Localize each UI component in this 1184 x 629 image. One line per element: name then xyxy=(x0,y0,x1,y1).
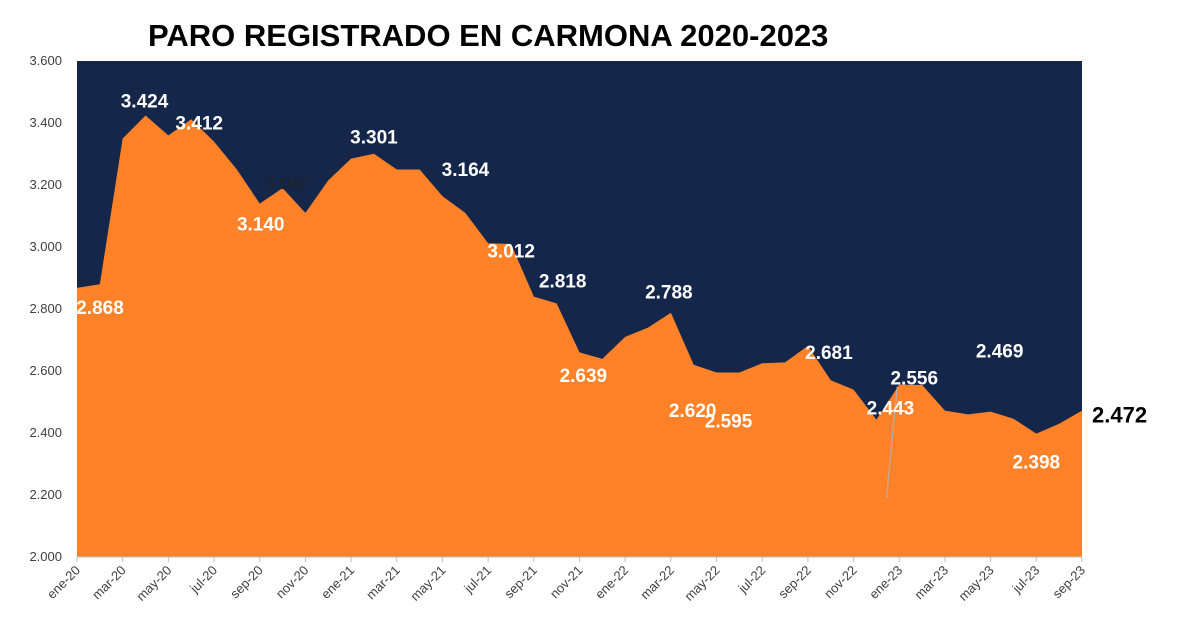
data-label-oct-20: 3.190 xyxy=(266,176,306,193)
data-label-may-21: 3.164 xyxy=(442,160,490,181)
data-label-may-22: 2.595 xyxy=(705,412,753,433)
x-tick-label: mar-23 xyxy=(911,563,951,603)
y-tick-label: 2.000 xyxy=(29,549,62,564)
leader-line xyxy=(885,386,898,499)
data-label-abr-20: 3.424 xyxy=(121,92,169,113)
data-label-ene-20: 2.868 xyxy=(76,298,124,319)
x-tick-label: jul-23 xyxy=(1009,563,1043,597)
x-tick-label: may-20 xyxy=(133,563,174,604)
data-label-sep-22: 2.681 xyxy=(805,343,853,364)
data-label-mar-22: 2.788 xyxy=(645,283,693,304)
y-tick-label: 3.000 xyxy=(29,239,62,254)
data-label-oct-21: 2.818 xyxy=(539,271,587,292)
x-tick-label: sep-20 xyxy=(227,563,266,602)
data-label-dic-21: 2.639 xyxy=(560,366,608,387)
data-label-ene-23: 2.556 xyxy=(890,369,938,390)
x-tick-label: ene-21 xyxy=(318,563,357,602)
x-tick-label: may-21 xyxy=(407,563,448,604)
x-tick-label: nov-21 xyxy=(547,563,586,602)
y-tick-label: 2.400 xyxy=(29,425,62,440)
y-tick-label: 2.600 xyxy=(29,363,62,378)
y-tick-label: 3.400 xyxy=(29,115,62,130)
x-tick-label: jul-22 xyxy=(735,563,769,597)
y-tick-label: 3.200 xyxy=(29,177,62,192)
x-tick-label: nov-22 xyxy=(821,563,860,602)
x-tick-label: jul-20 xyxy=(186,563,220,597)
x-tick-label: ene-23 xyxy=(866,563,905,602)
x-tick-label: sep-21 xyxy=(501,563,540,602)
x-tick-label: mar-22 xyxy=(637,563,677,603)
data-label-feb-21: 3.301 xyxy=(350,128,398,149)
x-tick-label: may-23 xyxy=(955,563,996,604)
data-label-jul-21: 3.012 xyxy=(487,241,535,262)
data-label-may-23: 2.469 xyxy=(976,342,1024,363)
data-label-sep-20: 3.140 xyxy=(237,215,285,236)
x-tick-label: ene-20 xyxy=(44,563,83,602)
x-tick-label: mar-21 xyxy=(363,563,403,603)
x-tick-label: nov-20 xyxy=(273,563,312,602)
y-tick-label: 2.200 xyxy=(29,487,62,502)
series-area xyxy=(77,115,1082,557)
y-tick-label: 2.800 xyxy=(29,301,62,316)
x-tick-label: may-22 xyxy=(681,563,722,604)
x-tick-label: sep-22 xyxy=(775,563,814,602)
data-label-jun-20: 3.412 xyxy=(175,113,223,134)
x-tick-label: jul-21 xyxy=(460,563,494,597)
data-label-dic-22: 2.443 xyxy=(867,399,915,420)
x-tick-label: ene-22 xyxy=(592,563,631,602)
x-tick-label: sep-23 xyxy=(1049,563,1088,602)
y-tick-label: 3.600 xyxy=(29,53,62,68)
data-label-abr-22: 2.620 xyxy=(669,401,717,422)
x-tick-label: mar-20 xyxy=(89,563,129,603)
chart-title: PARO REGISTRADO EN CARMONA 2020-2023 xyxy=(148,18,829,53)
data-label-jul-23: 2.398 xyxy=(1013,453,1061,474)
data-label-sep-23: 2.472 xyxy=(1092,403,1147,428)
